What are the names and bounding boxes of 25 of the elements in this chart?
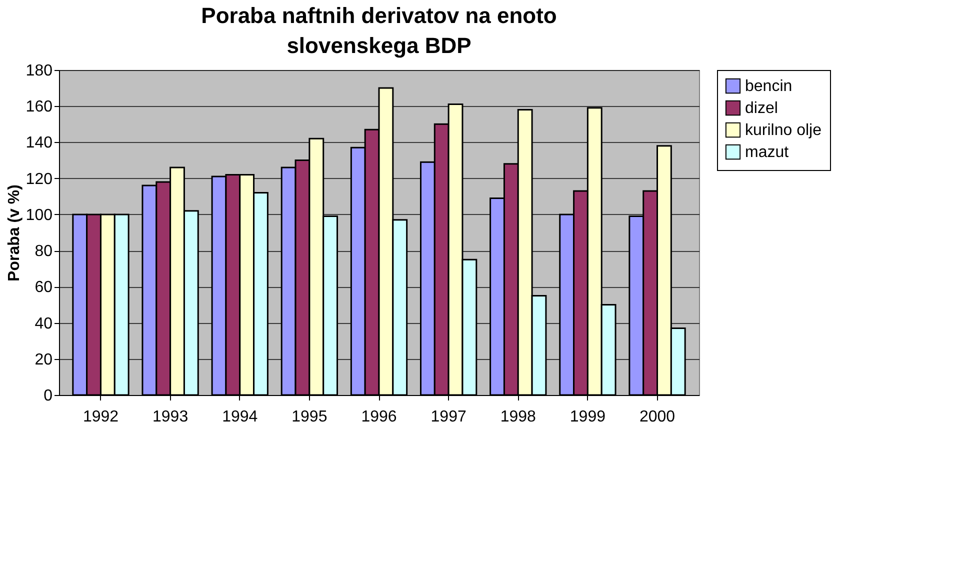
y-tick-label: 40 bbox=[34, 315, 53, 332]
y-tick-label: 80 bbox=[34, 243, 53, 260]
y-tick-label: 100 bbox=[26, 206, 53, 224]
y-tick-label: 180 bbox=[26, 62, 53, 80]
y-tick-label: 60 bbox=[34, 279, 53, 296]
x-tick-label: 1999 bbox=[570, 408, 606, 426]
legend-label: mazut bbox=[745, 144, 790, 161]
y-tick-label: 120 bbox=[26, 170, 53, 188]
x-tick-label: 1996 bbox=[361, 408, 397, 426]
x-tick-label: 1993 bbox=[152, 408, 188, 426]
chart-title: Poraba naftnih derivatov na enoto slovenskega BDP bbox=[201, 3, 557, 58]
legend-label: bencin bbox=[745, 78, 792, 95]
y-tick-label: 160 bbox=[26, 98, 53, 116]
x-tick-label: 1998 bbox=[500, 408, 536, 426]
legend-label: dizel bbox=[745, 100, 778, 117]
x-tick-label: 2000 bbox=[639, 408, 676, 426]
y-tick-label: 20 bbox=[34, 351, 53, 368]
x-tick-label: 1995 bbox=[292, 408, 328, 426]
x-tick-label: 1994 bbox=[222, 408, 258, 426]
y-axis-title: Poraba (v %) bbox=[6, 184, 23, 282]
y-tick-label: 140 bbox=[26, 134, 53, 152]
legend-label: kurilno olje bbox=[745, 122, 822, 139]
x-tick-label: 1997 bbox=[430, 408, 466, 426]
x-tick-label: 1992 bbox=[82, 408, 119, 426]
y-tick-label: 0 bbox=[44, 388, 53, 404]
